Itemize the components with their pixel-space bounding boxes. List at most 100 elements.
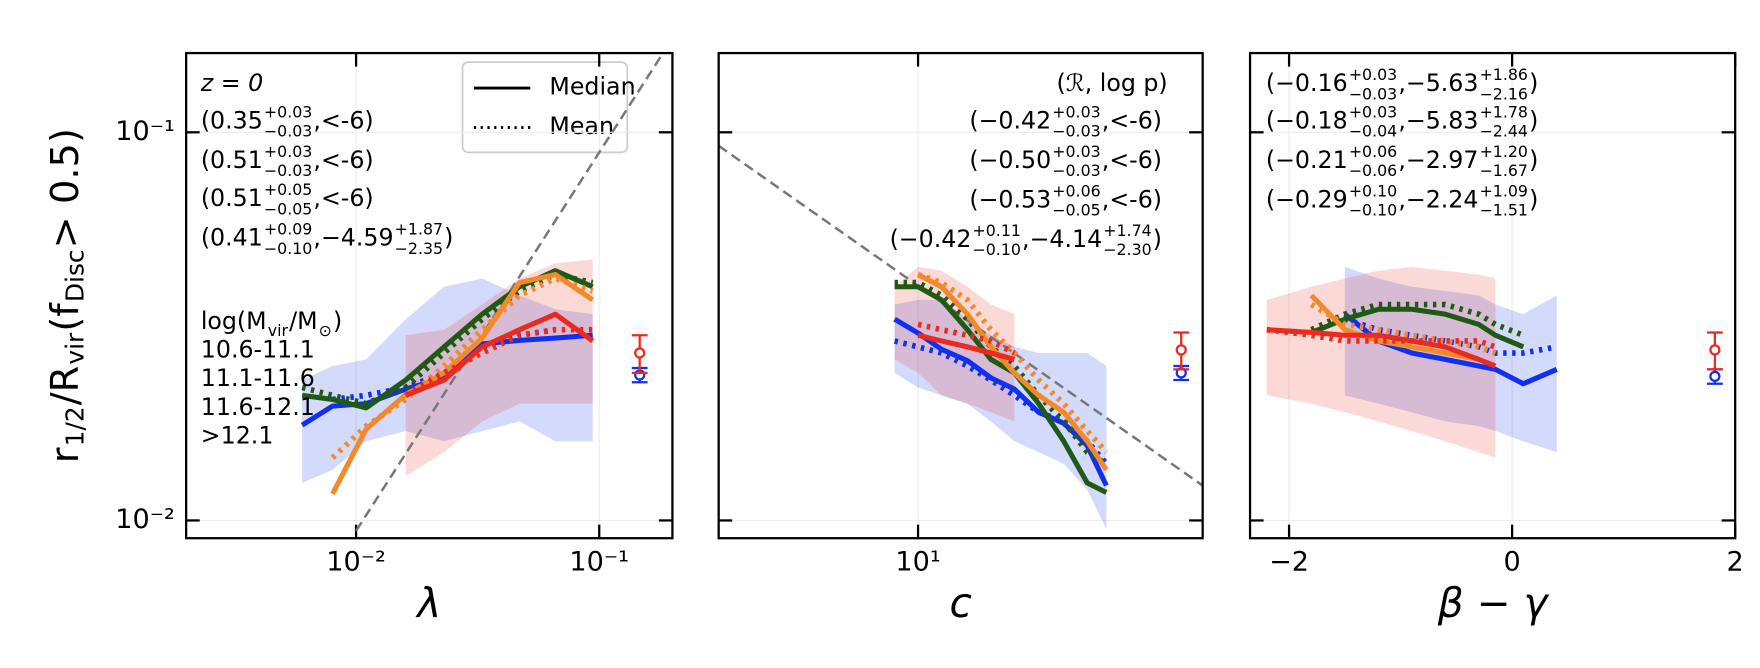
- plot-area: [300, 53, 665, 532]
- rich-text: (−0.50 +0.03−0.03 ,<-6): [969, 142, 1162, 180]
- fit-line: [718, 144, 1203, 487]
- x-tick-label: 10⁻¹: [569, 547, 629, 578]
- x-tick-label: 10⁻²: [326, 547, 386, 578]
- axes-frame: [1248, 51, 1737, 540]
- median-line: [1310, 306, 1525, 350]
- text-run: log(M: [201, 307, 267, 335]
- text-run: (−0.21: [1266, 146, 1348, 174]
- mean-line: [1343, 316, 1558, 356]
- subscript: −0.03: [1349, 84, 1397, 103]
- text-run: ,−4.59: [313, 224, 393, 252]
- ref-point: [1709, 344, 1721, 356]
- subscript: −0.03: [1052, 161, 1100, 180]
- superscript: +0.06: [1052, 181, 1100, 200]
- redshift-note: z = 0: [200, 69, 263, 97]
- superscript: +0.09: [264, 220, 312, 239]
- mean-line: [404, 326, 593, 398]
- superscript: +0.03: [264, 142, 312, 161]
- superscript: +1.20: [1480, 142, 1528, 161]
- rich-text: (−0.21 +0.06−0.06 ,−2.97 +1.20−1.67): [1266, 142, 1538, 180]
- rich-text: (0.35 +0.03−0.03 ,<-6): [201, 102, 374, 140]
- subscript: −0.03: [264, 161, 312, 180]
- text-run: (−0.29: [1266, 185, 1348, 213]
- x-axis-label: c: [950, 579, 972, 627]
- x-axis-label: β − γ: [1437, 579, 1550, 627]
- text-run: (f: [43, 302, 88, 332]
- text-run: (−0.53: [969, 185, 1051, 213]
- superscript: +0.05: [264, 180, 312, 199]
- superscript: +1.78: [1480, 102, 1528, 121]
- y-tick-label: 10⁻¹: [115, 116, 175, 147]
- rich-text: (−0.18 +0.03−0.04 ,−5.83 +1.78−2.44): [1266, 102, 1538, 140]
- mean-line: [1310, 301, 1525, 338]
- text-run: (0.51: [201, 184, 263, 212]
- legend-label: 11.6-12.1: [201, 393, 315, 421]
- superscript: +1.74: [1103, 221, 1151, 240]
- text-run: (−0.18: [1266, 106, 1348, 134]
- superscript: +1.86: [1480, 65, 1528, 84]
- axes-frame: [717, 51, 1204, 540]
- subscript: −0.10: [1349, 201, 1397, 220]
- subscript: −0.06: [1349, 161, 1397, 180]
- text-run: ,<-6): [313, 106, 373, 134]
- mean-line: [917, 271, 1109, 454]
- superscript: +0.11: [973, 221, 1021, 240]
- text-run: ,<-6): [313, 146, 373, 174]
- mean-line: [1266, 326, 1497, 350]
- text-run: > 0.5): [43, 128, 88, 248]
- text-run: /M: [289, 307, 317, 335]
- text-run: ,<-6): [1102, 185, 1162, 213]
- text-run: ): [1153, 225, 1162, 253]
- median-line: [894, 284, 1108, 495]
- text-run: (−0.42: [969, 106, 1051, 134]
- text-run: ,−5.63: [1398, 69, 1478, 97]
- median-line: [893, 317, 1109, 487]
- text-run: ): [1529, 106, 1538, 134]
- ref-point: [634, 347, 646, 359]
- subscript: vir: [268, 321, 289, 340]
- subscript: −1.67: [1480, 161, 1528, 180]
- rich-text: (−0.16 +0.03−0.03 ,−5.63 +1.86−2.16): [1266, 65, 1538, 103]
- legend-label: Mean: [549, 112, 614, 140]
- x-tick-label: 10¹: [895, 547, 940, 578]
- text-run: (−0.50: [969, 146, 1051, 174]
- superscript: +1.09: [1480, 181, 1528, 200]
- text-run: (0.35: [201, 106, 263, 134]
- text-run: ): [1529, 146, 1538, 174]
- mean-line: [893, 338, 1109, 466]
- subscript: −0.05: [264, 199, 312, 218]
- subscript: −0.10: [973, 240, 1021, 259]
- text-run: r: [43, 447, 88, 463]
- text-run: (−0.42: [890, 225, 972, 253]
- subscript: −2.44: [1480, 122, 1528, 141]
- subscript: −2.16: [1480, 84, 1528, 103]
- median-line: [916, 272, 1109, 472]
- superscript: +0.03: [264, 102, 312, 121]
- median-line: [1266, 327, 1497, 369]
- plot-area: [1266, 266, 1558, 458]
- legend-label: 11.1-11.6: [201, 364, 315, 392]
- text-run: (−0.16: [1266, 69, 1348, 97]
- subscript: −2.30: [1103, 240, 1151, 259]
- y-tick-label: 10⁻²: [115, 504, 175, 535]
- text-run: ): [1529, 69, 1538, 97]
- x-tick-label: 2: [1727, 547, 1744, 578]
- rich-text: (−0.42 +0.11−0.10 ,−4.14 +1.74−2.30): [890, 221, 1162, 259]
- text-run: (0.41: [201, 224, 263, 252]
- rich-text: (0.51 +0.05−0.05 ,<-6): [201, 180, 374, 218]
- rich-text: (−0.42 +0.03−0.03 ,<-6): [969, 102, 1162, 140]
- mean-line: [1309, 302, 1497, 356]
- median-line: [330, 272, 595, 496]
- legend-label: >12.1: [201, 422, 274, 450]
- subscript: −0.03: [264, 122, 312, 141]
- text-run: ): [1529, 185, 1538, 213]
- text-run: ,<-6): [1102, 106, 1162, 134]
- text-run: ,−2.97: [1398, 146, 1478, 174]
- rich-text: (−0.29 +0.10−0.10 ,−2.24 +1.09−1.51): [1266, 181, 1538, 219]
- subscript: −2.35: [395, 239, 443, 258]
- rich-text: (0.41 +0.09−0.10 ,−4.59 +1.87−2.35): [201, 220, 454, 258]
- text-run: ,<-6): [1102, 146, 1162, 174]
